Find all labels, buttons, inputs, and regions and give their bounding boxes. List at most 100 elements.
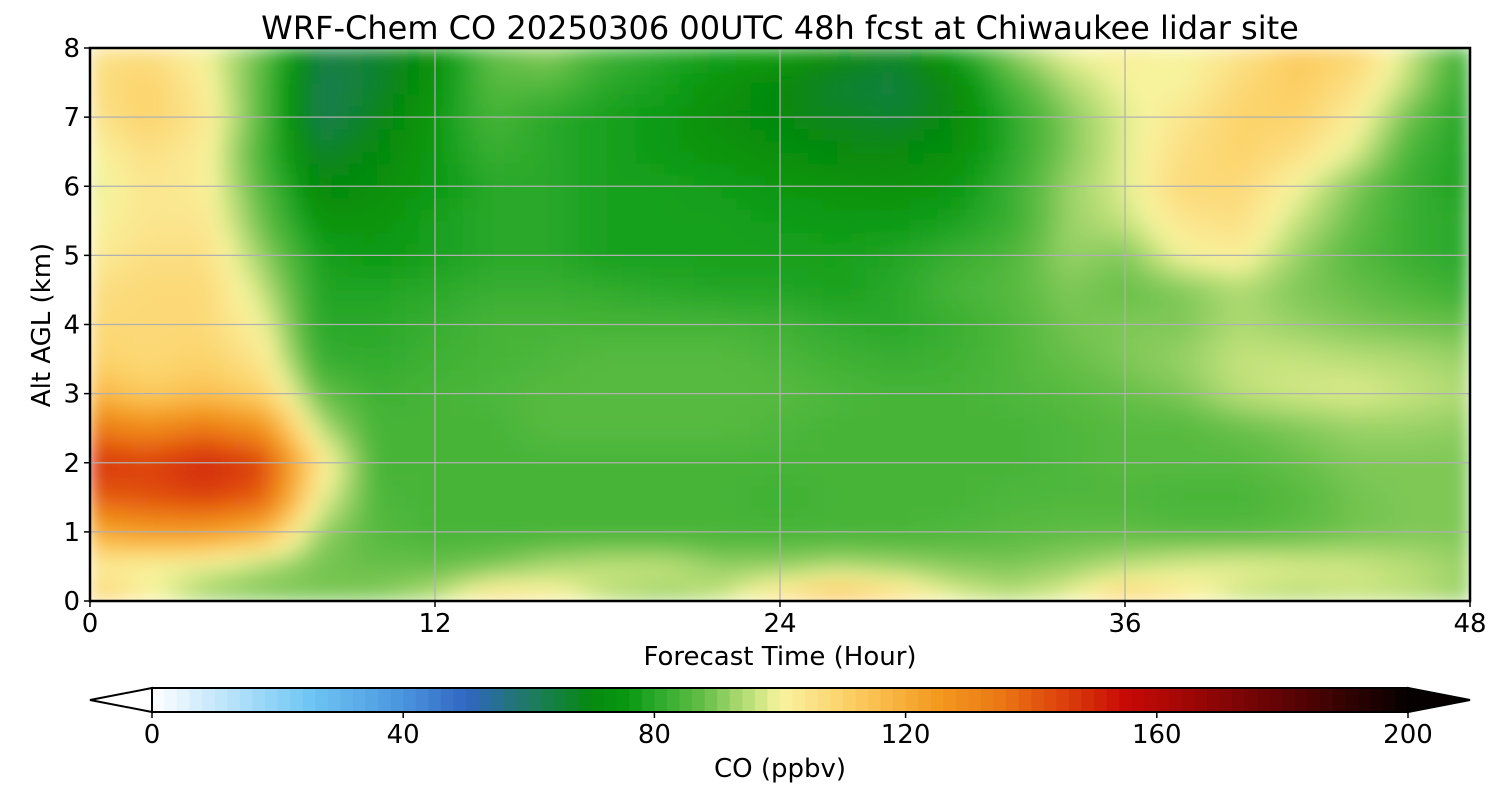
- heatmap-cell: [190, 358, 206, 372]
- heatmap-cell: [707, 335, 723, 349]
- heatmap-cell: [520, 577, 537, 590]
- heatmap-cell: [1426, 48, 1442, 61]
- heatmap-cell: [1225, 151, 1241, 164]
- heatmap-cell: [635, 347, 652, 360]
- heatmap-cell: [650, 519, 666, 533]
- heatmap-cell: [1095, 185, 1112, 199]
- heatmap-cell: [477, 335, 493, 349]
- heatmap-cell: [908, 70, 925, 84]
- heatmap-cell: [132, 48, 148, 61]
- heatmap-cell: [377, 508, 393, 521]
- heatmap-cell: [319, 48, 335, 61]
- heatmap-cell: [1182, 289, 1198, 302]
- heatmap-cell: [477, 427, 493, 441]
- heatmap-cell: [750, 427, 767, 441]
- heatmap-cell: [1297, 519, 1313, 533]
- heatmap-cell: [506, 565, 522, 579]
- heatmap-cell: [1052, 208, 1068, 222]
- heatmap-cell: [1383, 312, 1399, 325]
- heatmap-cell: [319, 462, 335, 475]
- heatmap-cell: [707, 312, 723, 325]
- heatmap-cell: [693, 277, 709, 291]
- heatmap-cell: [549, 450, 565, 464]
- heatmap-cell: [535, 128, 551, 141]
- heatmap-cell: [995, 105, 1011, 118]
- heatmap-cell: [448, 289, 465, 302]
- heatmap-cell: [348, 393, 364, 406]
- heatmap-cell: [549, 588, 565, 601]
- heatmap-cell: [563, 231, 580, 245]
- heatmap-cell: [1354, 588, 1370, 601]
- heatmap-cell: [434, 462, 450, 475]
- heatmap-cell: [103, 312, 120, 325]
- heatmap-cell: [1368, 439, 1385, 452]
- heatmap-cell: [779, 220, 795, 233]
- heatmap-cell: [664, 439, 680, 452]
- heatmap-cell: [1196, 485, 1212, 498]
- heatmap-cell: [132, 335, 148, 349]
- heatmap-cell: [1124, 358, 1140, 372]
- heatmap-cell: [1153, 577, 1169, 590]
- heatmap-cell: [305, 197, 321, 210]
- heatmap-cell: [1340, 243, 1356, 256]
- heatmap-cell: [578, 324, 594, 337]
- heatmap-cell: [980, 185, 997, 199]
- heatmap-cell: [578, 358, 594, 372]
- heatmap-cell: [549, 439, 565, 452]
- heatmap-cell: [635, 496, 652, 510]
- heatmap-cell: [549, 531, 565, 544]
- heatmap-cell: [908, 485, 925, 498]
- heatmap-cell: [1397, 588, 1413, 601]
- heatmap-cell: [492, 496, 508, 510]
- heatmap-cell: [1138, 185, 1155, 199]
- heatmap-cell: [793, 105, 810, 118]
- heatmap-cell: [722, 93, 738, 107]
- heatmap-cell: [103, 289, 120, 302]
- y-tick-label: 6: [63, 172, 80, 202]
- heatmap-cell: [233, 473, 249, 487]
- heatmap-cell: [506, 174, 522, 187]
- heatmap-cell: [1383, 393, 1399, 406]
- heatmap-cell: [822, 588, 838, 601]
- heatmap-cell: [650, 128, 666, 141]
- heatmap-cell: [1354, 450, 1370, 464]
- heatmap-cell: [118, 243, 134, 256]
- heatmap-cell: [218, 416, 235, 429]
- heatmap-cell: [362, 105, 378, 118]
- heatmap-cell: [147, 381, 163, 395]
- heatmap-cell: [218, 105, 235, 118]
- heatmap-cell: [1110, 347, 1126, 360]
- heatmap-cell: [923, 208, 939, 222]
- heatmap-cell: [1182, 174, 1198, 187]
- heatmap-cell: [362, 473, 378, 487]
- heatmap-cell: [693, 450, 709, 464]
- heatmap-cell: [1440, 59, 1457, 72]
- heatmap-cell: [1426, 289, 1442, 302]
- heatmap-cell: [90, 59, 105, 72]
- heatmap-cell: [90, 393, 105, 406]
- heatmap-cell: [1009, 462, 1025, 475]
- heatmap-cell: [276, 485, 292, 498]
- heatmap-cell: [578, 347, 594, 360]
- heatmap-cell: [1038, 588, 1054, 601]
- heatmap-cell: [1282, 416, 1298, 429]
- heatmap-cell: [520, 485, 537, 498]
- heatmap-cell: [290, 404, 307, 418]
- heatmap-cell: [1412, 243, 1428, 256]
- heatmap-cell: [650, 116, 666, 130]
- heatmap-cell: [650, 254, 666, 268]
- heatmap-cell: [578, 128, 594, 141]
- heatmap-cell: [1081, 82, 1097, 95]
- heatmap-cell: [995, 554, 1011, 567]
- heatmap-cell: [894, 59, 910, 72]
- heatmap-cell: [247, 231, 263, 245]
- heatmap-cell: [635, 277, 652, 291]
- heatmap-cell: [765, 277, 781, 291]
- heatmap-cell: [477, 185, 493, 199]
- heatmap-cell: [592, 128, 608, 141]
- heatmap-cell: [204, 324, 220, 337]
- heatmap-cell: [1253, 139, 1270, 153]
- heatmap-cell: [736, 577, 752, 590]
- heatmap-cell: [1354, 174, 1370, 187]
- heatmap-cell: [1095, 139, 1112, 153]
